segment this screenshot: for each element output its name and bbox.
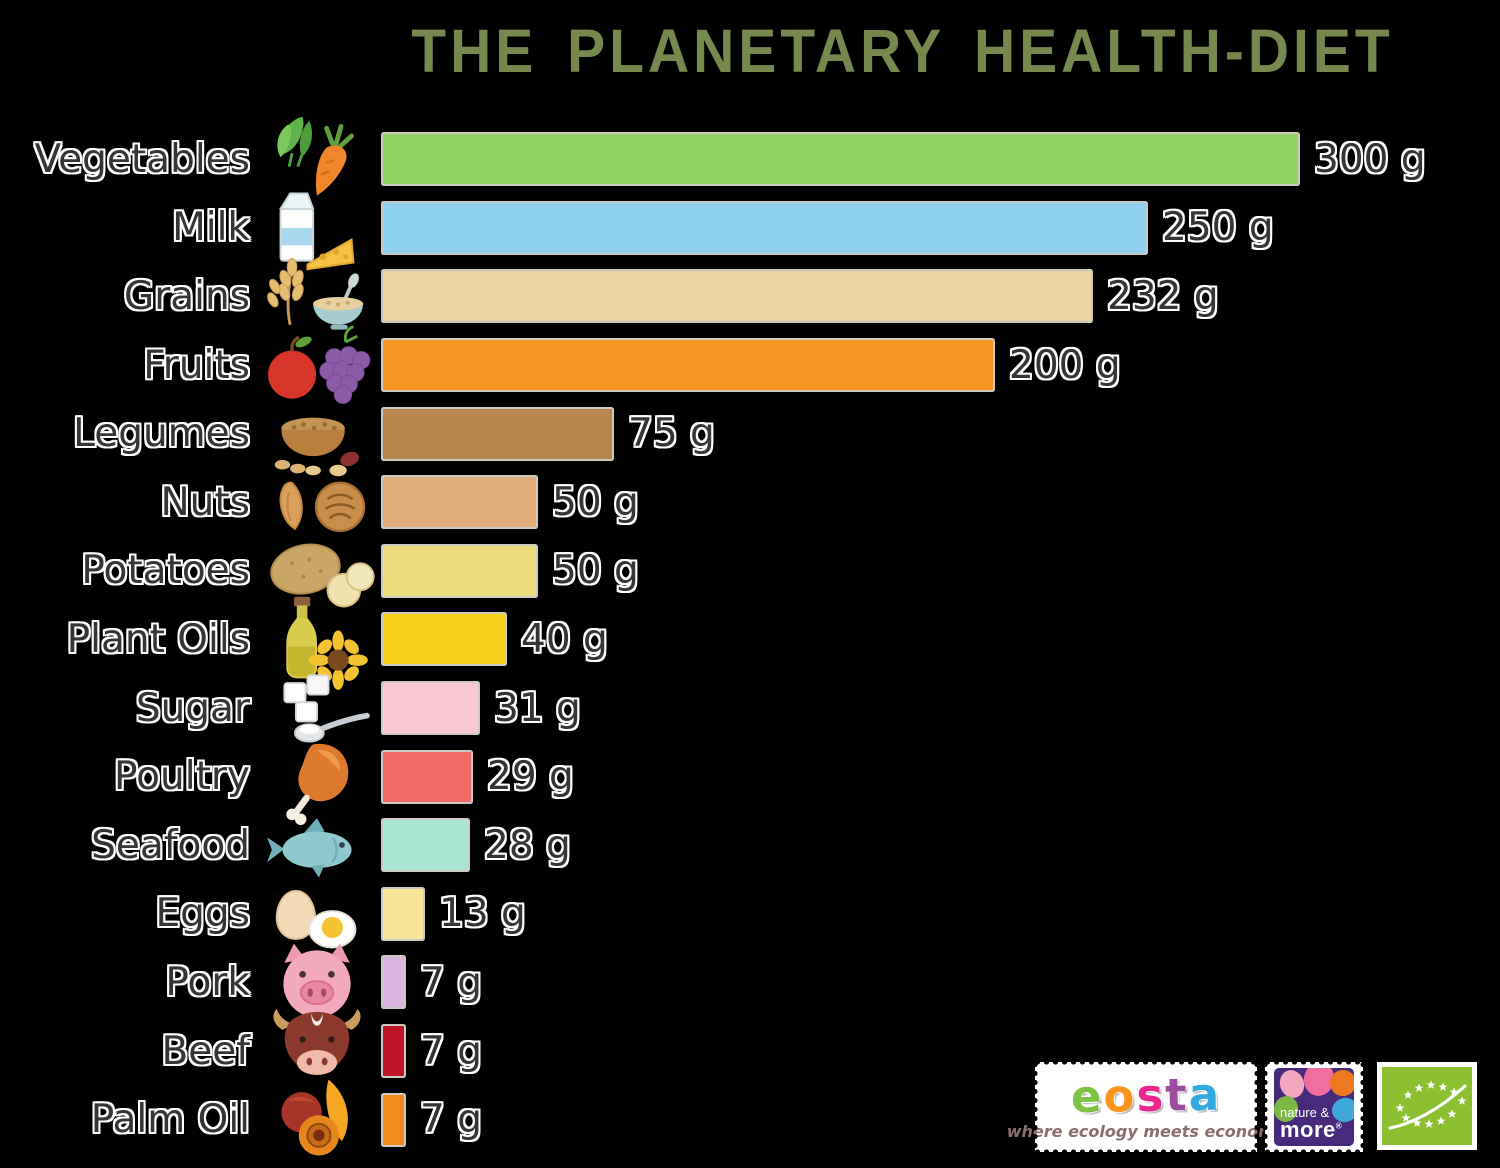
chart-row: Milk 250 g xyxy=(0,192,1500,271)
value-label: 40 g xyxy=(521,616,608,662)
category-label: Potatoes xyxy=(81,548,250,594)
value-label: 29 g xyxy=(487,754,574,800)
bar xyxy=(383,1094,404,1145)
chart-row: Seafood 28 g xyxy=(0,811,1500,880)
chart-row: Poultry 29 g xyxy=(0,742,1500,825)
value-label: 28 g xyxy=(484,822,571,868)
value-label: 75 g xyxy=(628,411,715,457)
value-label: 31 g xyxy=(494,685,581,731)
category-label: Vegetables xyxy=(34,136,251,182)
value-label: 300 g xyxy=(1314,136,1426,182)
bar-chart: Vegetables 300 g Milk 250 g Grains 232 g… xyxy=(0,117,1500,1156)
category-label: Legumes xyxy=(73,411,250,457)
category-label: Nuts xyxy=(160,479,250,525)
value-label: 250 g xyxy=(1162,205,1274,251)
palm-oil-icon xyxy=(250,1072,383,1168)
eosta-letter: t xyxy=(1164,1068,1190,1122)
nature-and-more-logo: nature & more® xyxy=(1262,1059,1366,1155)
page-title: THE PLANETARY HEALTH-DIET xyxy=(411,17,1394,87)
nature-and-more-line2: more® xyxy=(1280,1117,1343,1142)
value-label: 50 g xyxy=(552,479,639,525)
beef-icon xyxy=(250,1003,383,1099)
value-label: 7 g xyxy=(420,1028,482,1074)
eosta-letter: a xyxy=(1188,1067,1222,1122)
eu-organic-leaf-icon xyxy=(1377,1062,1477,1150)
chart-row: Eggs 13 g xyxy=(0,880,1500,949)
value-label: 13 g xyxy=(439,891,526,937)
eu-organic-logo xyxy=(1377,1062,1477,1150)
value-label: 200 g xyxy=(1009,342,1121,388)
bar xyxy=(383,820,468,871)
sugar-icon xyxy=(250,660,383,756)
chart-row: Nuts 50 g xyxy=(0,468,1500,537)
bar xyxy=(383,683,478,734)
chart-row: Beef 7 g xyxy=(0,1008,1500,1086)
nature-and-more-square: nature & more® xyxy=(1274,1068,1354,1146)
category-label: Milk xyxy=(172,205,250,251)
bar xyxy=(383,134,1298,185)
bar xyxy=(383,545,536,596)
milk-icon xyxy=(250,180,383,276)
potatoes-icon xyxy=(250,523,383,619)
nature-and-more-text: nature & more® xyxy=(1280,1106,1342,1141)
eosta-logo: eosta where ecology meets economy xyxy=(1007,1059,1285,1155)
bar xyxy=(383,888,423,939)
nuts-icon xyxy=(250,454,383,550)
bar xyxy=(383,477,536,528)
eosta-letter: o xyxy=(1102,1069,1137,1123)
grains-icon xyxy=(250,248,383,344)
legumes-icon xyxy=(250,386,383,482)
bar xyxy=(383,271,1091,322)
category-label: Beef xyxy=(161,1028,250,1074)
bar xyxy=(383,957,404,1008)
category-label: Sugar xyxy=(135,685,250,731)
bar xyxy=(383,751,471,802)
chart-row: Sugar 31 g xyxy=(0,674,1500,743)
bar xyxy=(383,202,1146,253)
value-label: 7 g xyxy=(420,1097,482,1143)
poultry-icon xyxy=(250,729,383,825)
chart-row: Grains 232 g xyxy=(0,258,1500,331)
bar xyxy=(383,1026,404,1077)
category-label: Plant Oils xyxy=(66,616,250,662)
eosta-tagline: where ecology meets economy xyxy=(1006,1122,1286,1141)
nature-and-more-line1: nature & xyxy=(1280,1105,1330,1120)
bar xyxy=(383,408,612,459)
category-label: Eggs xyxy=(155,891,250,937)
category-label: Palm Oil xyxy=(90,1097,250,1143)
chart-row: Potatoes 50 g xyxy=(0,537,1500,608)
fruits-icon xyxy=(250,317,383,413)
chart-row: Fruits 200 g xyxy=(0,325,1500,404)
category-label: Poultry xyxy=(114,754,250,800)
eosta-letter: e xyxy=(1070,1069,1104,1124)
seafood-icon xyxy=(250,797,383,893)
bar xyxy=(383,614,505,665)
bar xyxy=(383,340,993,391)
chart-row: Vegetables 300 g xyxy=(0,117,1500,196)
pork-icon xyxy=(250,934,383,1030)
eggs-icon xyxy=(250,866,383,962)
plant-oils-icon xyxy=(250,591,383,691)
category-label: Pork xyxy=(165,959,250,1005)
eosta-wordmark: eosta xyxy=(1070,1068,1221,1124)
chart-row: Plant Oils 40 g xyxy=(0,597,1500,691)
eosta-letter: s xyxy=(1135,1068,1166,1123)
stamp-perforation xyxy=(1360,1060,1366,1154)
chart-row: Pork 7 g xyxy=(0,944,1500,1018)
chart-row: Palm Oil 7 g xyxy=(0,1079,1500,1156)
footer-logos: eosta where ecology meets economy nature… xyxy=(1007,1059,1477,1155)
category-label: Grains xyxy=(123,273,250,319)
vegetables-icon xyxy=(250,111,383,207)
value-label: 50 g xyxy=(552,548,639,594)
category-label: Fruits xyxy=(143,342,250,388)
category-label: Seafood xyxy=(91,822,250,868)
value-label: 7 g xyxy=(420,959,482,1005)
chart-row: Legumes 75 g xyxy=(0,399,1500,476)
registered-mark: ® xyxy=(1335,1121,1343,1131)
value-label: 232 g xyxy=(1107,273,1219,319)
